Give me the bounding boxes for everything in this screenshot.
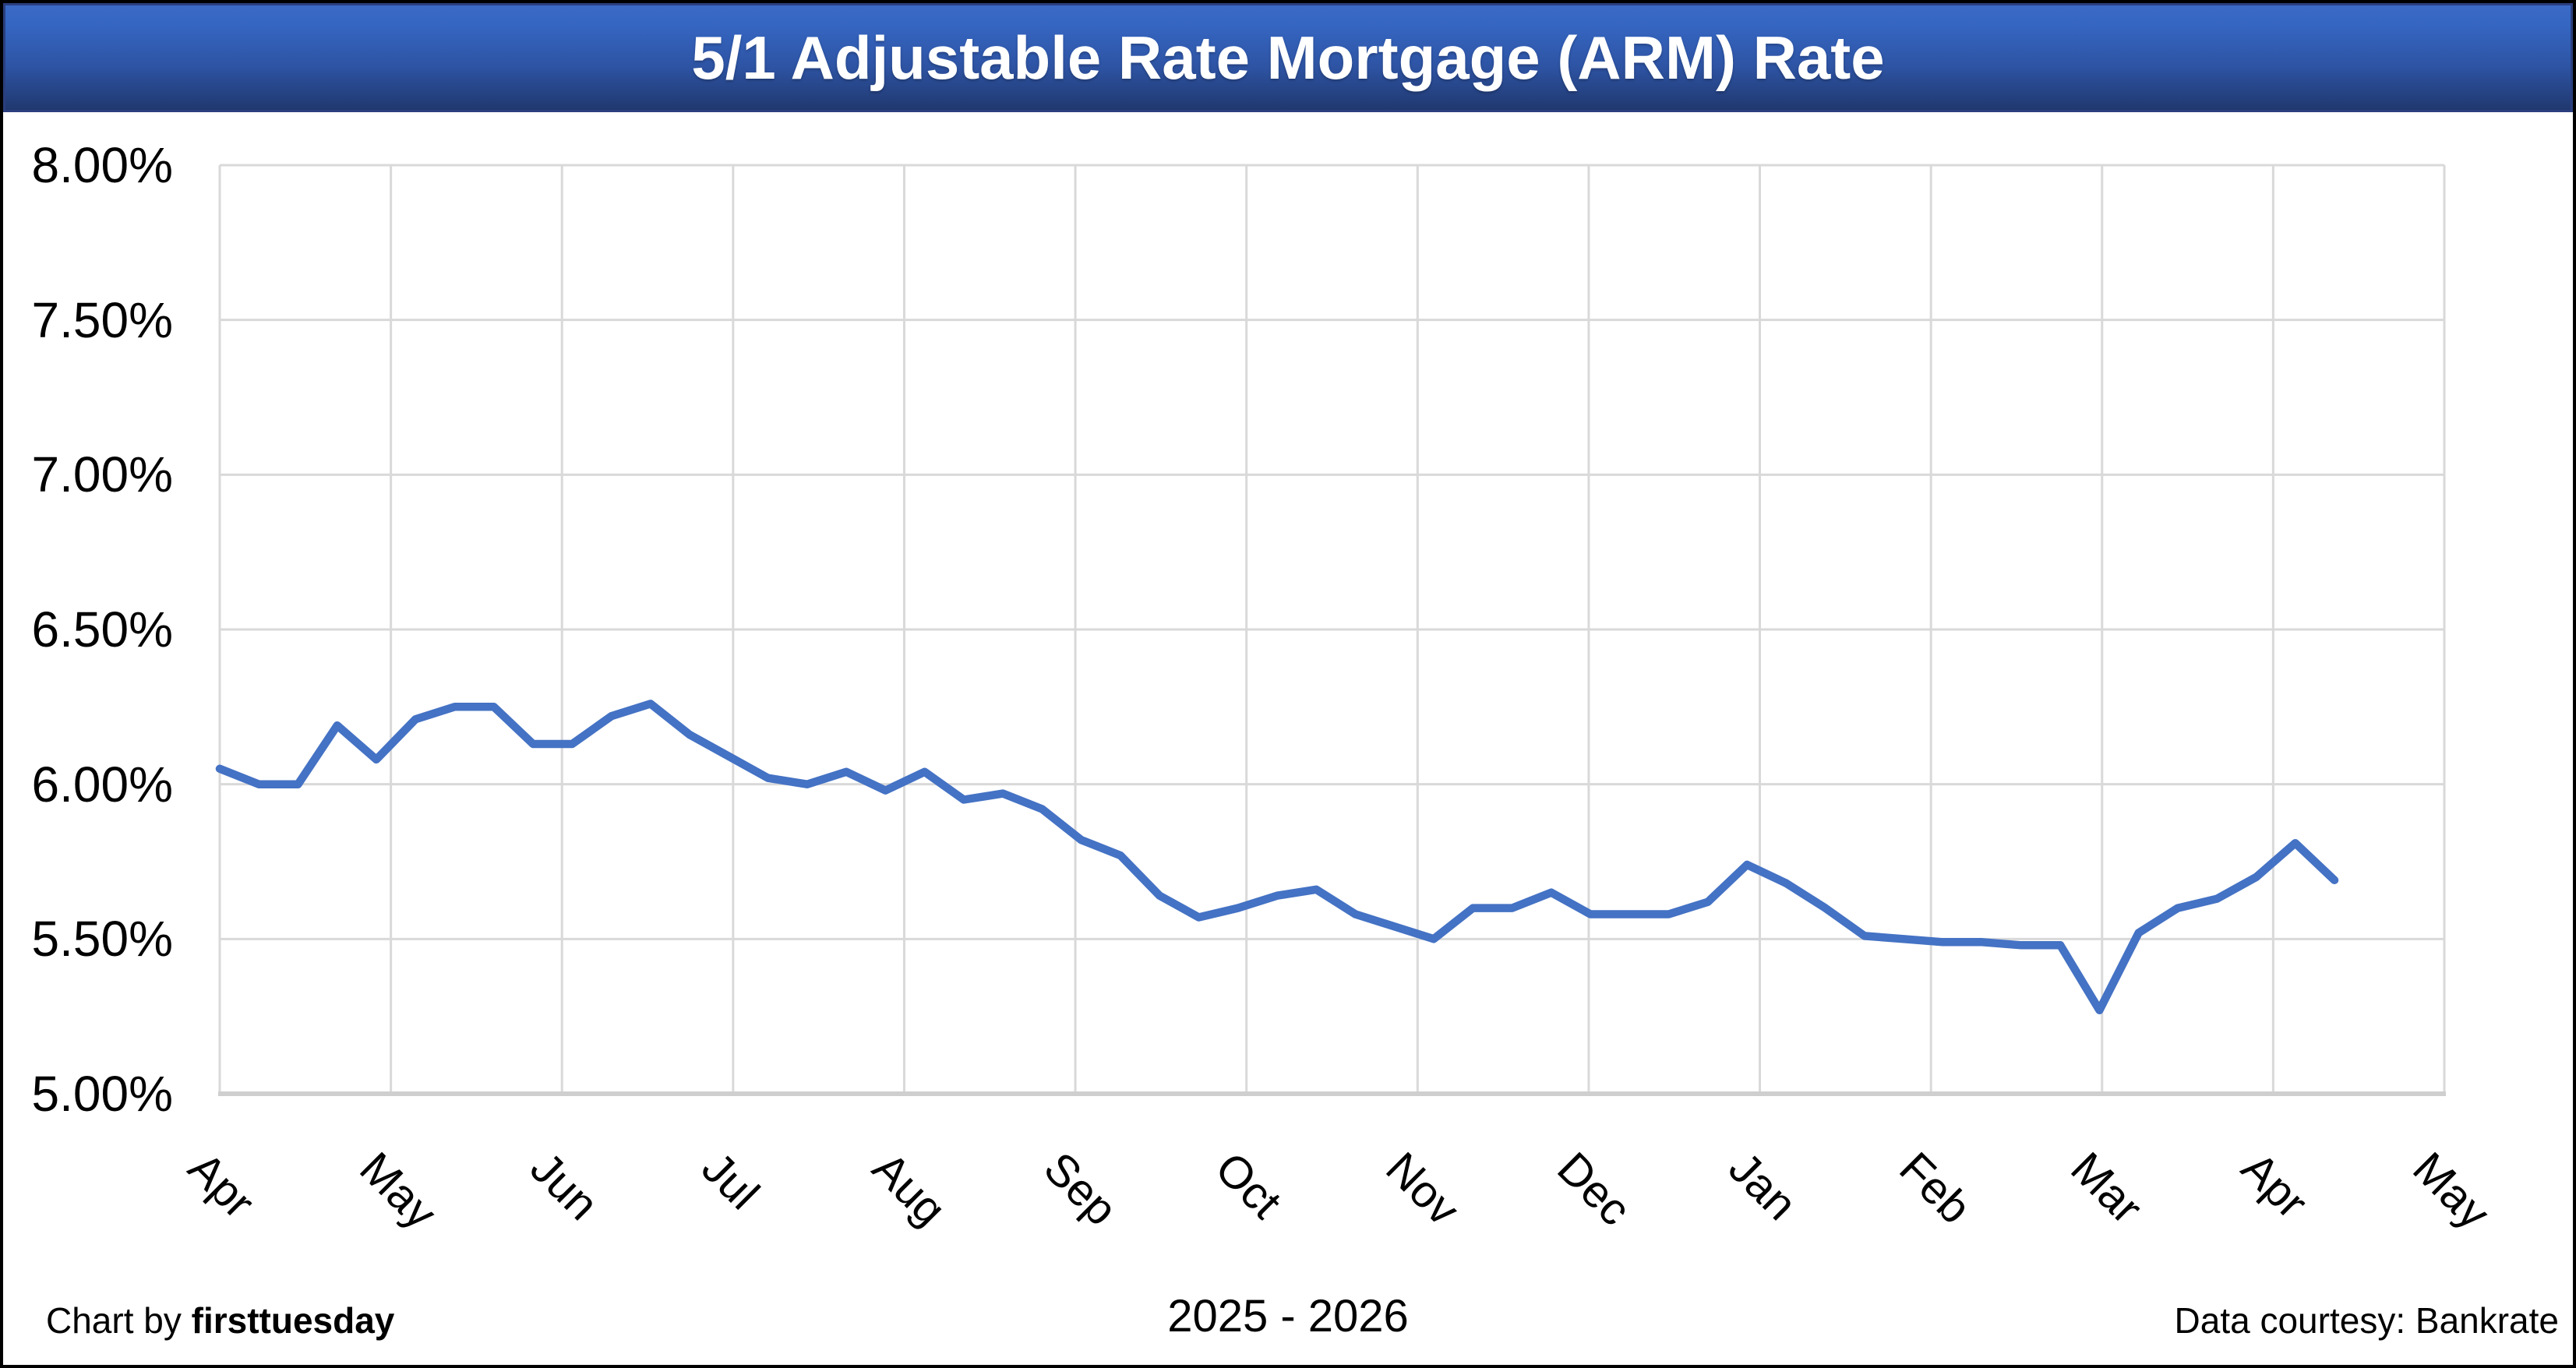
y-tick-label: 6.00% bbox=[31, 756, 173, 813]
arm-rate-series-line bbox=[215, 700, 2339, 1014]
y-tick-label: 6.50% bbox=[31, 601, 173, 658]
rate-line-chart bbox=[215, 164, 2446, 1096]
y-tick-label: 8.00% bbox=[31, 137, 173, 193]
y-tick-label: 7.00% bbox=[31, 446, 173, 503]
y-tick-label: 7.50% bbox=[31, 291, 173, 348]
series-lines bbox=[215, 700, 2339, 1014]
y-tick-label: 5.00% bbox=[31, 1066, 173, 1122]
title-bar: 5/1 Adjustable Rate Mortgage (ARM) Rate bbox=[3, 3, 2573, 112]
y-tick-label: 5.50% bbox=[31, 911, 173, 968]
chart-title: 5/1 Adjustable Rate Mortgage (ARM) Rate bbox=[691, 23, 1885, 92]
data-source-label: Data courtesy: Bankrate bbox=[2174, 1300, 2559, 1341]
chart-credit: Chart by firsttuesday bbox=[46, 1299, 394, 1342]
gridlines bbox=[218, 164, 2446, 1096]
credit-prefix: Chart by bbox=[46, 1300, 192, 1341]
credit-brand: firsttuesday bbox=[191, 1300, 395, 1341]
period-label: 2025 - 2026 bbox=[1167, 1291, 1409, 1342]
